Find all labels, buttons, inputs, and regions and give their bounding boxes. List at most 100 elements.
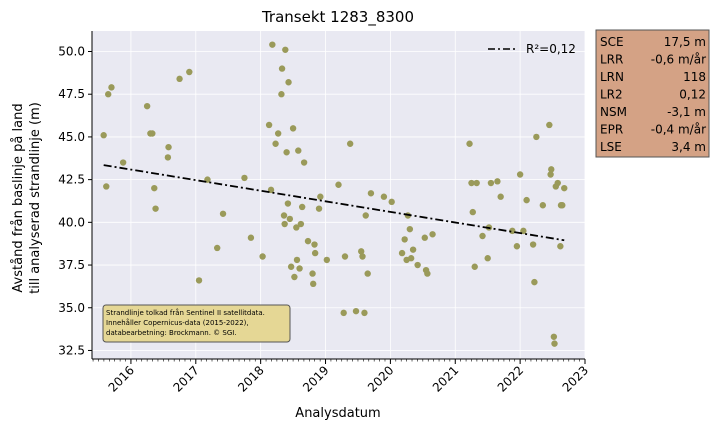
data-point (479, 232, 486, 240)
data-point (414, 261, 421, 269)
data-point (149, 130, 156, 137)
stats-value: -0,6 m/år (651, 53, 706, 67)
data-point (407, 255, 415, 262)
data-point (108, 84, 115, 91)
stats-key: LRN (600, 70, 624, 84)
stats-value: 3,4 m (671, 140, 706, 154)
data-point (509, 227, 516, 235)
data-point (361, 309, 368, 317)
y-axis-label-line1: Avstånd från baslinje på land (11, 103, 26, 292)
data-point (523, 196, 530, 204)
data-point (367, 190, 375, 197)
data-point (335, 181, 342, 188)
data-point (100, 132, 107, 139)
x-axis-label: Analysdatum (295, 406, 380, 421)
data-point (359, 253, 366, 260)
data-point (289, 125, 297, 132)
data-point (539, 202, 547, 209)
y-tick-label: 37.5 (58, 258, 85, 272)
source-note-line: Strandlinje tolkad från Sentinel II sate… (106, 308, 265, 317)
data-point (424, 270, 431, 277)
data-point (284, 200, 292, 207)
y-axis: 32.5 35.0 37.5 40.0 42.5 45.0 47.5 50.0 (58, 45, 92, 357)
x-tick-label: 2016 (106, 363, 137, 394)
source-note-bg (102, 304, 291, 343)
data-point (219, 210, 227, 217)
y-tick-label: 42.5 (58, 173, 85, 187)
data-point (548, 166, 555, 173)
data-point (278, 91, 285, 98)
data-point (409, 246, 417, 253)
trend-line (103, 164, 565, 242)
data-point (293, 224, 300, 231)
stats-box: SCE 17,5 m LRR -0,6 m/år LRN 118 LR2 0,12 NSM -3,… (595, 29, 710, 158)
stats-value: 17,5 m (664, 35, 706, 49)
data-point (406, 225, 414, 233)
data-point (380, 193, 388, 200)
stats-key: EPR (600, 123, 623, 137)
data-point (278, 65, 286, 72)
data-points (100, 41, 568, 347)
stats-box-bg (595, 29, 710, 158)
stats-key: LR2 (600, 88, 623, 102)
x-tick-label: 2019 (300, 363, 331, 394)
data-point (143, 102, 151, 110)
data-point (513, 243, 521, 250)
data-point (315, 205, 323, 212)
data-point (285, 79, 292, 86)
data-point (259, 253, 266, 260)
data-point (473, 179, 480, 187)
data-point (291, 273, 298, 281)
data-point (281, 220, 288, 228)
data-point (551, 340, 558, 347)
y-axis-label-line2: till analyserad strandlinje (m) (28, 102, 43, 294)
data-point (165, 143, 172, 151)
y-tick-label: 35.0 (58, 301, 85, 315)
stats-key: LRR (600, 53, 623, 67)
stats-key: LSE (600, 140, 622, 154)
stats-key: SCE (600, 35, 624, 49)
data-point (531, 278, 538, 286)
x-tick-label: 2021 (430, 363, 461, 394)
data-point (311, 241, 318, 248)
chart-title: Transekt 1283_8300 (261, 8, 414, 27)
stats-value: -0,4 m/år (651, 123, 706, 137)
data-point (311, 249, 319, 257)
x-tick-label: 2018 (235, 363, 266, 394)
data-point (297, 220, 305, 228)
stats-key: NSM (600, 105, 627, 119)
legend-trend-label: R²=0,12 (526, 42, 576, 56)
data-point (358, 248, 365, 255)
data-point (352, 307, 360, 315)
source-note-line: Innehåller Copernicus-data (2015-2022), (106, 318, 249, 327)
data-point (554, 179, 561, 187)
data-point (304, 237, 312, 245)
data-point (119, 159, 127, 166)
data-point (516, 171, 524, 178)
data-point (323, 256, 331, 264)
y-tick-label: 40.0 (58, 215, 85, 229)
data-point (346, 140, 354, 147)
data-point (295, 147, 302, 154)
data-point (309, 270, 316, 277)
data-point (557, 243, 564, 250)
data-point (274, 130, 282, 137)
data-point (561, 184, 568, 192)
y-tick-label: 47.5 (58, 87, 85, 101)
x-tick-label: 2023 (560, 363, 591, 394)
data-point (283, 149, 290, 156)
data-point (471, 263, 478, 270)
data-point (484, 255, 491, 262)
data-point (310, 280, 317, 288)
data-point (282, 46, 289, 53)
data-point (241, 174, 248, 182)
data-point (317, 193, 324, 200)
x-tick-label: 2022 (495, 363, 526, 394)
data-point (401, 236, 408, 243)
source-note-line: databearbetning: Brockmann. © SGI. (106, 329, 237, 337)
data-point (529, 241, 537, 248)
data-point (494, 178, 501, 185)
data-point (546, 121, 553, 129)
stats-value: 118 (683, 70, 706, 84)
